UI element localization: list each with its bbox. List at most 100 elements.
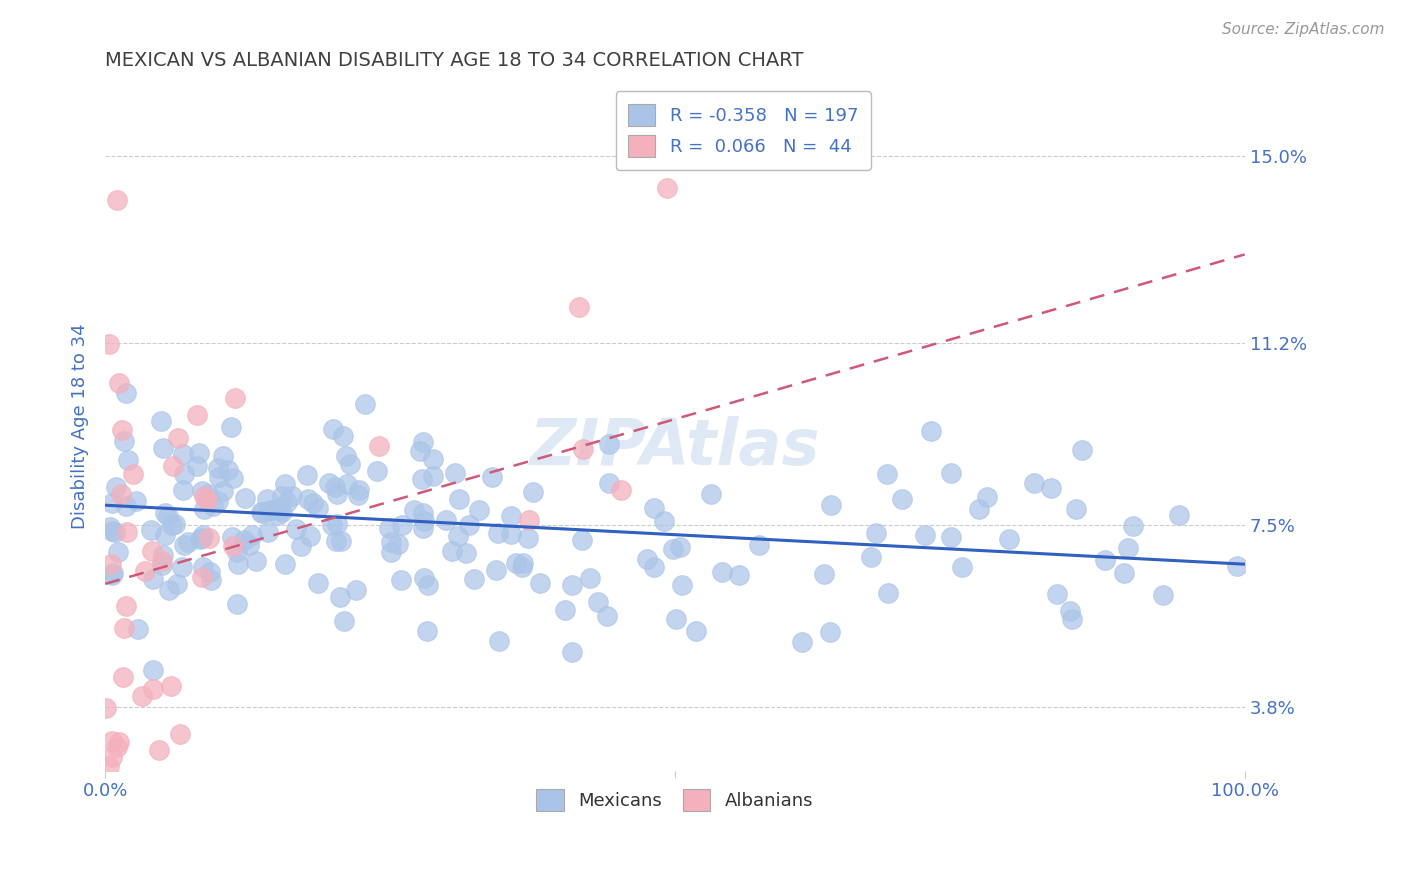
Point: [202, 499, 225, 513]
Point: [1112, 566, 1135, 580]
Point: [257, 504, 280, 518]
Point: [256, 491, 278, 506]
Point: [685, 624, 707, 639]
Point: [486, 525, 509, 540]
Point: [522, 484, 544, 499]
Point: [790, 635, 813, 649]
Point: [280, 489, 302, 503]
Point: [346, 488, 368, 502]
Point: [266, 500, 288, 515]
Point: [290, 539, 312, 553]
Point: [276, 495, 298, 509]
Legend: Mexicans, Albanians: Mexicans, Albanians: [524, 776, 827, 823]
Point: [167, 431, 190, 445]
Point: [284, 522, 307, 536]
Point: [877, 586, 900, 600]
Point: [820, 498, 842, 512]
Point: [307, 501, 329, 516]
Point: [1040, 481, 1063, 495]
Point: [510, 560, 533, 574]
Point: [274, 476, 297, 491]
Point: [332, 429, 354, 443]
Point: [112, 621, 135, 635]
Point: [141, 523, 163, 537]
Point: [671, 578, 693, 592]
Point: [561, 645, 583, 659]
Point: [458, 518, 481, 533]
Point: [103, 525, 125, 540]
Point: [125, 494, 148, 508]
Point: [416, 624, 439, 638]
Point: [152, 548, 174, 562]
Point: [446, 529, 468, 543]
Point: [100, 519, 122, 533]
Point: [481, 470, 503, 484]
Point: [257, 524, 280, 539]
Point: [94, 701, 117, 715]
Point: [339, 457, 361, 471]
Point: [813, 567, 835, 582]
Point: [193, 560, 215, 574]
Point: [224, 391, 246, 405]
Point: [194, 780, 217, 795]
Point: [598, 437, 620, 451]
Point: [162, 517, 184, 532]
Point: [98, 337, 121, 351]
Point: [191, 483, 214, 498]
Point: [150, 558, 173, 572]
Point: [186, 458, 208, 473]
Point: [233, 491, 256, 505]
Point: [177, 534, 200, 549]
Point: [998, 532, 1021, 546]
Point: [153, 528, 176, 542]
Point: [187, 446, 209, 460]
Point: [101, 838, 124, 852]
Point: [422, 452, 444, 467]
Point: [609, 483, 631, 498]
Point: [422, 469, 444, 483]
Point: [967, 502, 990, 516]
Point: [561, 577, 583, 591]
Point: [225, 545, 247, 559]
Point: [197, 486, 219, 500]
Point: [117, 453, 139, 467]
Point: [212, 449, 235, 463]
Point: [354, 397, 377, 411]
Point: [554, 602, 576, 616]
Point: [409, 444, 432, 458]
Point: [111, 670, 134, 684]
Point: [505, 556, 527, 570]
Point: [152, 441, 174, 455]
Point: [117, 524, 139, 539]
Point: [1094, 553, 1116, 567]
Text: ZIPAtlas: ZIPAtlas: [530, 417, 820, 478]
Point: [186, 409, 208, 423]
Point: [318, 475, 340, 490]
Point: [859, 549, 882, 564]
Point: [97, 759, 120, 773]
Point: [529, 576, 551, 591]
Point: [727, 568, 749, 582]
Point: [571, 533, 593, 548]
Point: [207, 494, 229, 508]
Point: [876, 467, 898, 481]
Point: [333, 614, 356, 628]
Point: [449, 492, 471, 507]
Point: [326, 486, 349, 500]
Point: [336, 477, 359, 491]
Point: [159, 834, 181, 848]
Point: [162, 458, 184, 473]
Point: [115, 499, 138, 513]
Point: [134, 564, 156, 578]
Point: [245, 554, 267, 568]
Point: [274, 558, 297, 572]
Point: [914, 528, 936, 542]
Point: [637, 551, 659, 566]
Point: [100, 568, 122, 582]
Point: [512, 557, 534, 571]
Point: [347, 483, 370, 497]
Y-axis label: Disability Age 18 to 34: Disability Age 18 to 34: [72, 324, 89, 529]
Point: [195, 492, 218, 507]
Point: [105, 480, 128, 494]
Point: [141, 543, 163, 558]
